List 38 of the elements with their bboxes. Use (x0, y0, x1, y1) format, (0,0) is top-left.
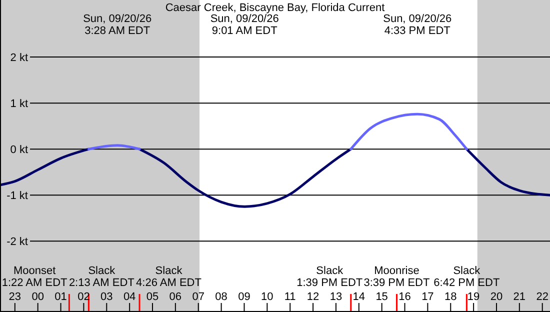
y-tick-label: -1 kt (6, 190, 28, 202)
x-tick-label: 00 (32, 291, 44, 303)
x-tick-label: 12 (306, 291, 320, 303)
ref-line-label: Slack 4:26 AM EDT (136, 265, 202, 289)
annotation: Sun, 09/20/26 4:33 PM EDT (383, 13, 452, 37)
x-tick-label: 20 (490, 291, 503, 303)
x-tick-label: 03 (100, 291, 113, 303)
x-tick-label: 10 (261, 291, 274, 303)
x-tick-label: 19 (467, 291, 480, 303)
ref-line-label: Moonrise 3:39 PM EDT (364, 265, 430, 289)
x-tick-label: 21 (513, 291, 526, 303)
x-tick-label: 16 (398, 291, 411, 303)
ref-line-label: Slack 2:13 AM EDT (68, 265, 135, 289)
x-tick-label: 23 (8, 291, 22, 303)
annotation: Sun, 09/20/26 9:01 AM EDT (210, 13, 279, 37)
ref-line-label: Moonset 1:22 AM EDT (2, 265, 68, 289)
y-tick-label: -2 kt (6, 236, 28, 248)
y-tick-label: 2 kt (10, 52, 28, 64)
annotation: Sun, 09/20/26 3:28 AM EDT (83, 13, 152, 37)
y-tick-label: 0 kt (10, 144, 28, 156)
x-tick-label: 04 (123, 291, 136, 303)
x-tick-label: 06 (169, 291, 182, 303)
chart-title: Caesar Creek, Biscayne Bay, Florida Current (165, 2, 385, 14)
x-tick-label: 22 (536, 291, 548, 303)
x-tick-label: 07 (192, 291, 204, 303)
x-tick-label: 01 (54, 291, 67, 303)
x-tick-label: 13 (330, 291, 342, 303)
x-tick-label: 09 (238, 291, 250, 303)
x-tick-label: 18 (444, 291, 457, 303)
ref-line-label: Slack 1:39 PM EDT (296, 265, 363, 289)
ref-line-label: Slack 6:42 PM EDT (434, 265, 500, 289)
x-tick-label: 08 (215, 291, 228, 303)
y-tick-label: 1 kt (10, 98, 28, 110)
x-tick-label: 15 (376, 291, 388, 303)
x-tick-label: 17 (422, 291, 434, 303)
x-tick-label: 05 (146, 291, 159, 303)
x-tick-label: 11 (284, 291, 296, 303)
x-tick-label: 14 (352, 291, 366, 303)
